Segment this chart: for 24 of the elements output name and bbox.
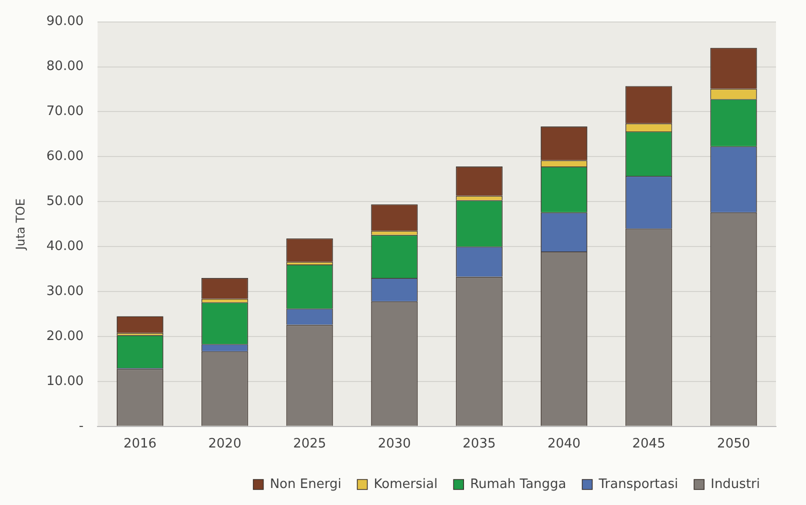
y-tick-label: 80.00 xyxy=(46,59,84,74)
x-tick-label: 2040 xyxy=(547,436,581,452)
x-tick-label: 2025 xyxy=(293,436,326,452)
x-tick-label: 2020 xyxy=(208,436,242,452)
legend-label: Non Energi xyxy=(270,476,342,492)
y-tick-label: 20.00 xyxy=(46,328,84,344)
x-tick-label: 2016 xyxy=(123,436,157,452)
x-tick-label: 2045 xyxy=(632,436,666,452)
y-tick-label: 50.00 xyxy=(46,194,84,209)
y-tick-label: 90.00 xyxy=(46,14,84,30)
y-tick-label: 40.00 xyxy=(46,238,84,254)
y-tick-label: 60.00 xyxy=(46,149,84,164)
legend-label: Rumah Tangga xyxy=(470,476,566,492)
x-tick-label: 2030 xyxy=(378,436,411,452)
y-tick-label: 70.00 xyxy=(46,104,84,120)
legend-label: Transportasi xyxy=(598,476,678,492)
legend-label: Industri xyxy=(710,476,760,492)
x-tick-label: 2035 xyxy=(462,436,496,452)
y-axis-title: Juta TOE xyxy=(13,198,28,251)
y-tick-label: 30.00 xyxy=(46,284,84,299)
y-tick-label: 10.00 xyxy=(46,374,84,389)
legend-label: Komersial xyxy=(374,476,438,492)
y-tick-label: - xyxy=(78,418,84,434)
x-tick-label: 2050 xyxy=(717,436,750,452)
